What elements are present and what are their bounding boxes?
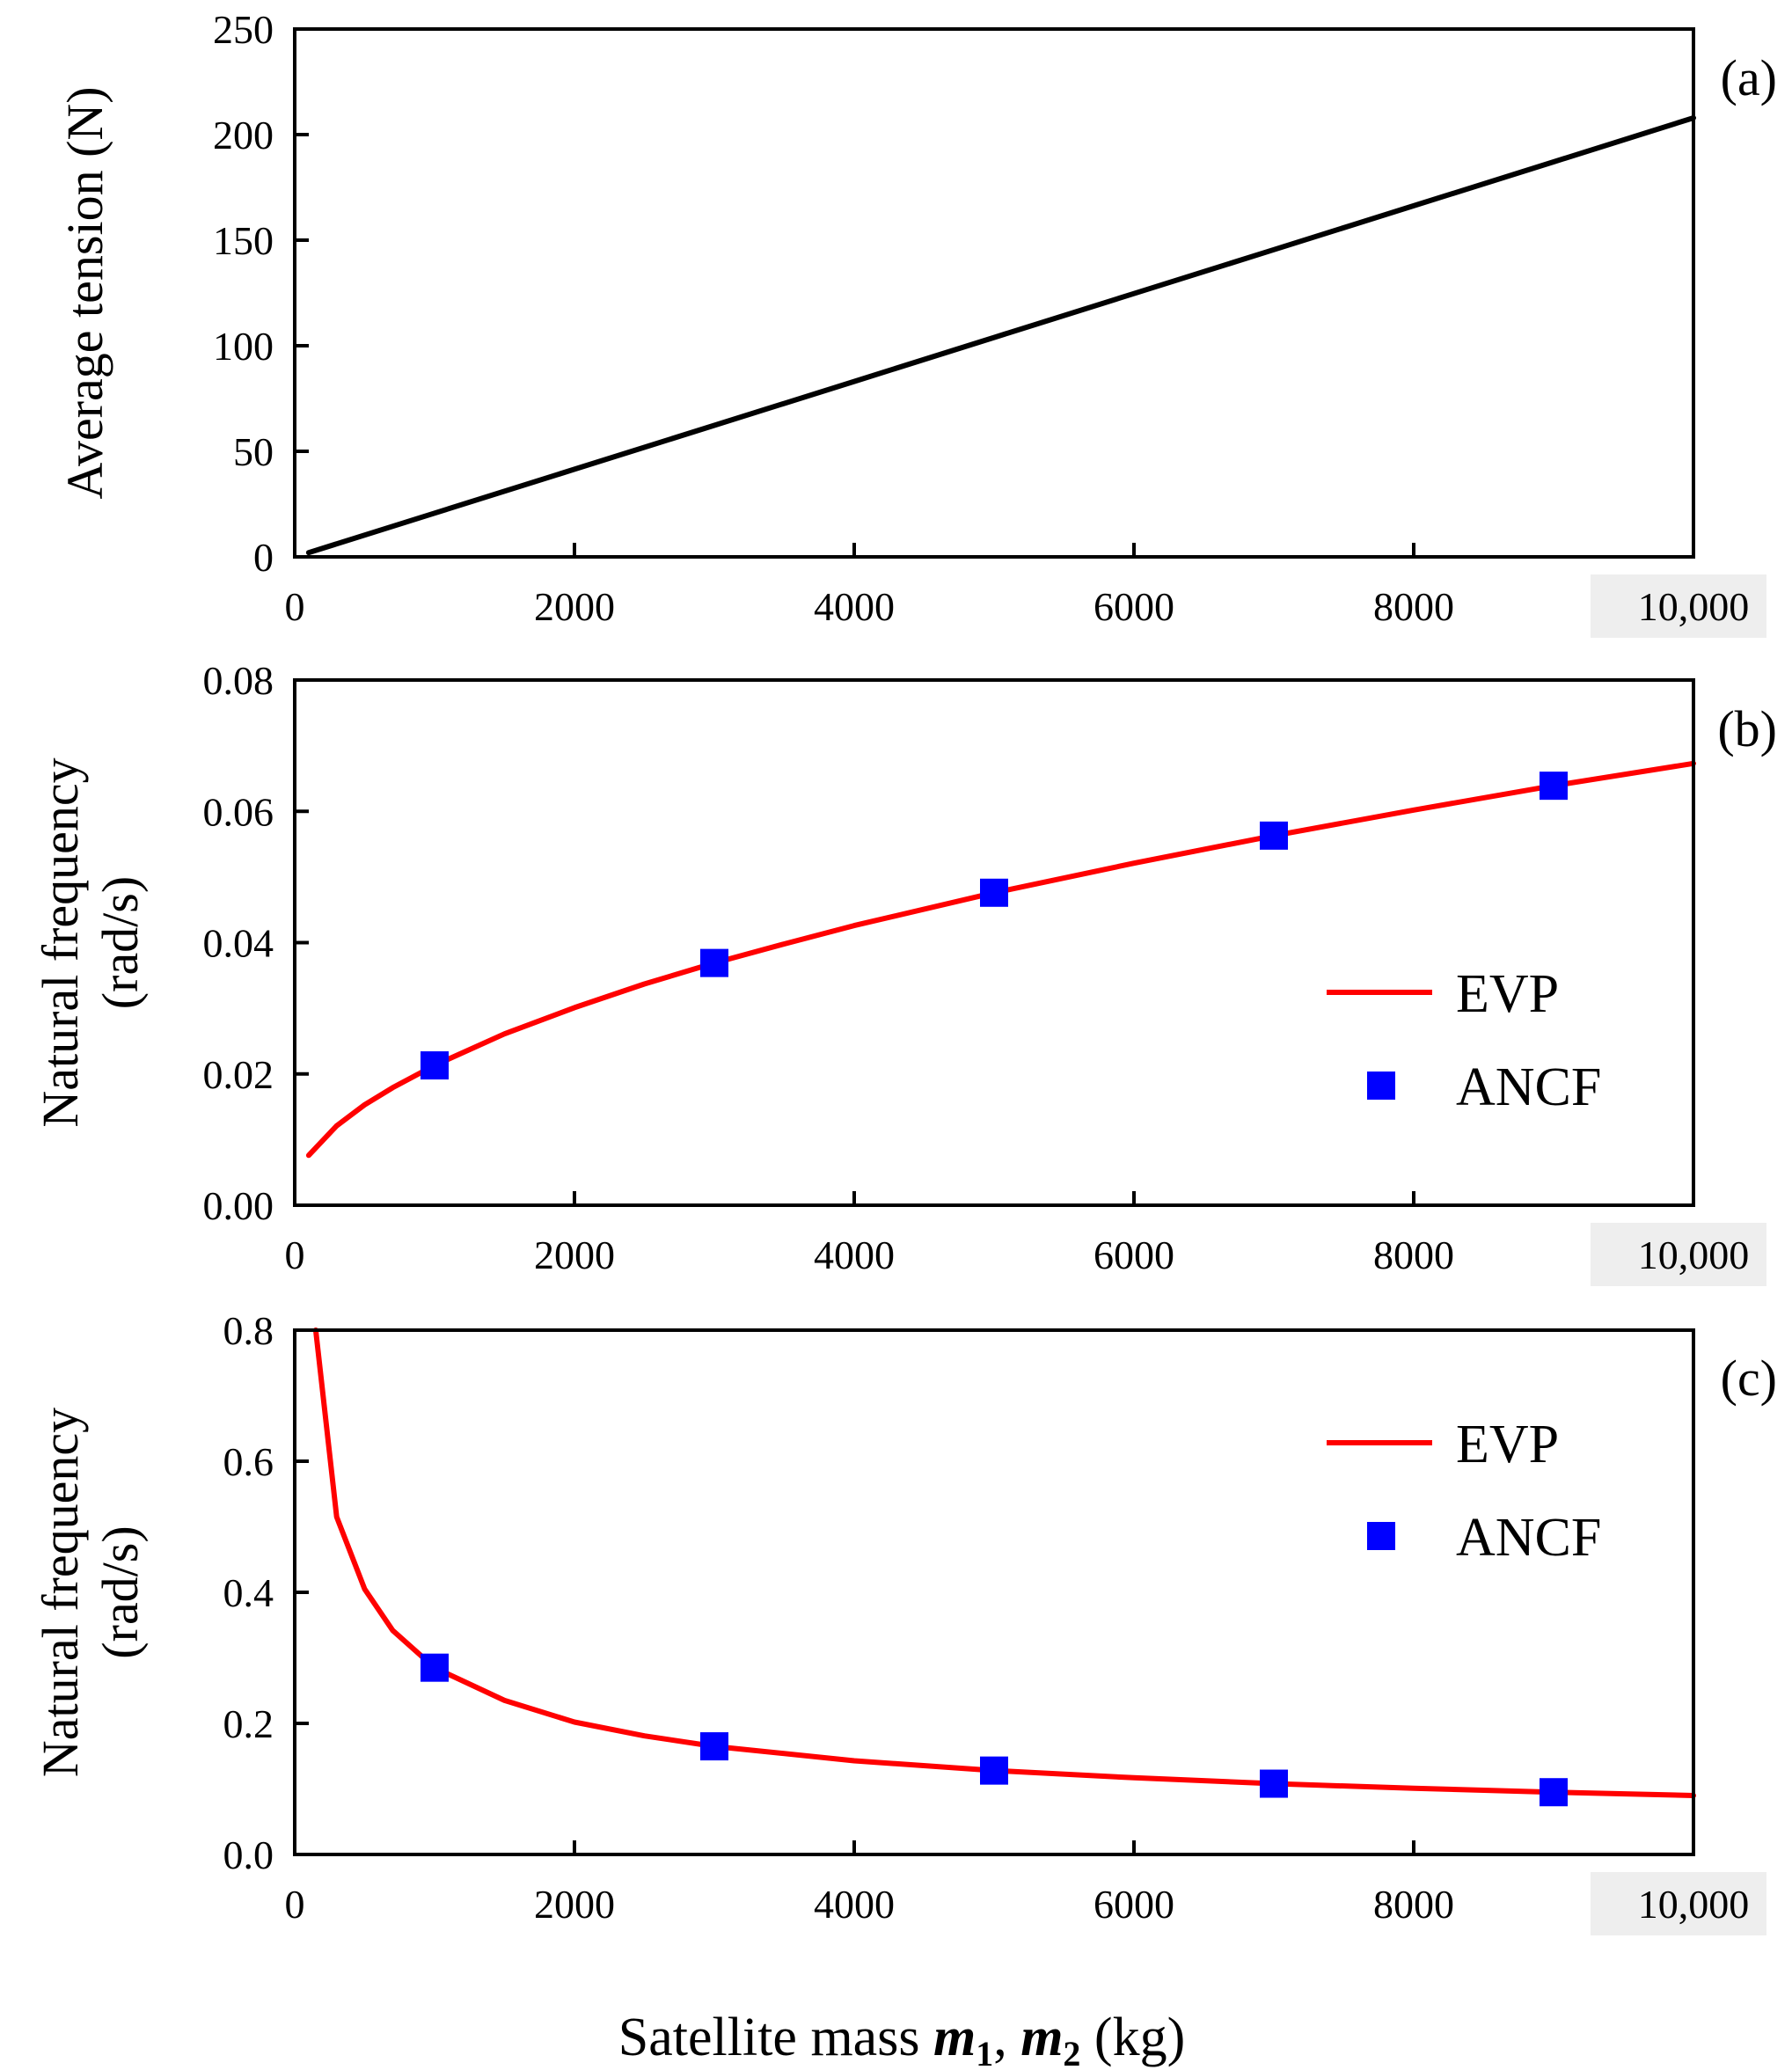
panel-b: 0 2000 4000 6000 8000 10,000 0.00 0.02 0.04 0.06 0…: [32, 658, 1777, 1286]
legend-label-evp: EVP: [1456, 1415, 1559, 1474]
legend-label-ancf: ANCF: [1456, 1508, 1601, 1568]
y-tick-label: 0.04: [203, 921, 274, 966]
y-tick-label: 150: [213, 218, 274, 263]
plot-frame: [293, 27, 1695, 559]
legend: EVP ANCF: [1327, 964, 1601, 1117]
x-axis-title: Satellite mass m1, m2 (kg): [618, 2008, 1185, 2070]
y-tick-label: 0.08: [203, 658, 274, 703]
x-tick-label: 10,000: [1638, 1232, 1750, 1277]
legend-ancf-marker: [1367, 1522, 1395, 1550]
ancf-marker: [1260, 1769, 1288, 1798]
legend: EVP ANCF: [1327, 1415, 1601, 1568]
y-tick-label: 0: [253, 535, 274, 580]
y-tick-label: 0.00: [203, 1183, 274, 1228]
y-axis-title-line: (rad/s): [91, 876, 149, 1009]
y-axis-title-line: Average tension (N): [56, 86, 113, 499]
x-tick-label: 0: [285, 1232, 305, 1277]
y-tick-label: 200: [213, 113, 274, 157]
y-tick-label: 100: [213, 324, 274, 369]
x-tick-label: 10,000: [1638, 584, 1750, 629]
x-tick-label: 0: [285, 1882, 305, 1927]
legend-ancf-marker: [1367, 1072, 1395, 1100]
ancf-marker: [700, 1732, 728, 1761]
x-tick-label: 2000: [534, 1882, 615, 1927]
plot-frame: [293, 678, 1695, 1207]
x-tick-label: 4000: [814, 1882, 895, 1927]
y-tick-label: 0.0: [223, 1832, 274, 1877]
y-axis-title: Natural frequency(rad/s): [32, 757, 149, 1127]
x-tick-label: 6000: [1093, 584, 1174, 629]
ancf-marker: [1260, 821, 1288, 850]
y-tick-label: 0.06: [203, 789, 274, 834]
panel-a: 0 2000 4000 6000 8000 10,000 0 50 100 150 200 250 Av…: [56, 7, 1777, 638]
y-axis-title-line: Natural frequency: [32, 757, 89, 1127]
ancf-marker: [700, 948, 728, 977]
x-tick-label: 6000: [1093, 1882, 1174, 1927]
y-tick-label: 0.2: [223, 1701, 274, 1746]
ancf-marker: [421, 1051, 449, 1080]
y-tick-label: 0.4: [223, 1570, 274, 1615]
ancf-marker: [980, 1756, 1008, 1785]
x-tick-label-bg: [1591, 1872, 1766, 1935]
x-tick-label: 2000: [534, 1232, 615, 1277]
x-tick-label: 4000: [814, 584, 895, 629]
x-tick-label: 0: [285, 584, 305, 629]
x-tick-label: 2000: [534, 584, 615, 629]
panel-label: (b): [1717, 700, 1777, 757]
x-tick-label: 6000: [1093, 1232, 1174, 1277]
legend-label-evp: EVP: [1456, 964, 1559, 1024]
y-tick-label: 50: [233, 429, 274, 474]
legend-label-ancf: ANCF: [1456, 1057, 1601, 1117]
y-axis-title-line: Natural frequency: [32, 1408, 89, 1777]
y-axis-title-line: (rad/s): [91, 1525, 149, 1658]
ancf-marker: [1540, 1778, 1568, 1807]
x-tick-label-bg: [1591, 574, 1766, 638]
ancf-marker: [980, 878, 1008, 907]
ancf-marker: [1540, 772, 1568, 801]
y-tick-label: 250: [213, 7, 274, 52]
x-tick-label: 8000: [1373, 584, 1454, 629]
series-line-evp: [312, 1328, 1696, 1798]
x-tick-label: 4000: [814, 1232, 895, 1277]
x-tick-label: 8000: [1373, 1232, 1454, 1277]
y-tick-label: 0.02: [203, 1052, 274, 1097]
y-axis-title: Natural frequency(rad/s): [32, 1408, 149, 1777]
ancf-marker: [421, 1653, 449, 1682]
panel-label: (c): [1721, 1350, 1777, 1407]
y-tick-label: 0.6: [223, 1439, 274, 1484]
y-tick-label: 0.8: [223, 1308, 274, 1353]
series-line-average-tension: [305, 115, 1696, 556]
x-tick-label: 10,000: [1638, 1882, 1750, 1927]
panel-c: 0 2000 4000 6000 8000 10,000 0.0 0.2 0.4 0.6 0.8 Na…: [32, 1308, 1777, 1935]
y-axis-title: Average tension (N): [56, 86, 113, 499]
x-tick-label: 8000: [1373, 1882, 1454, 1927]
panel-label: (a): [1721, 49, 1777, 106]
x-tick-label-bg: [1591, 1223, 1766, 1286]
